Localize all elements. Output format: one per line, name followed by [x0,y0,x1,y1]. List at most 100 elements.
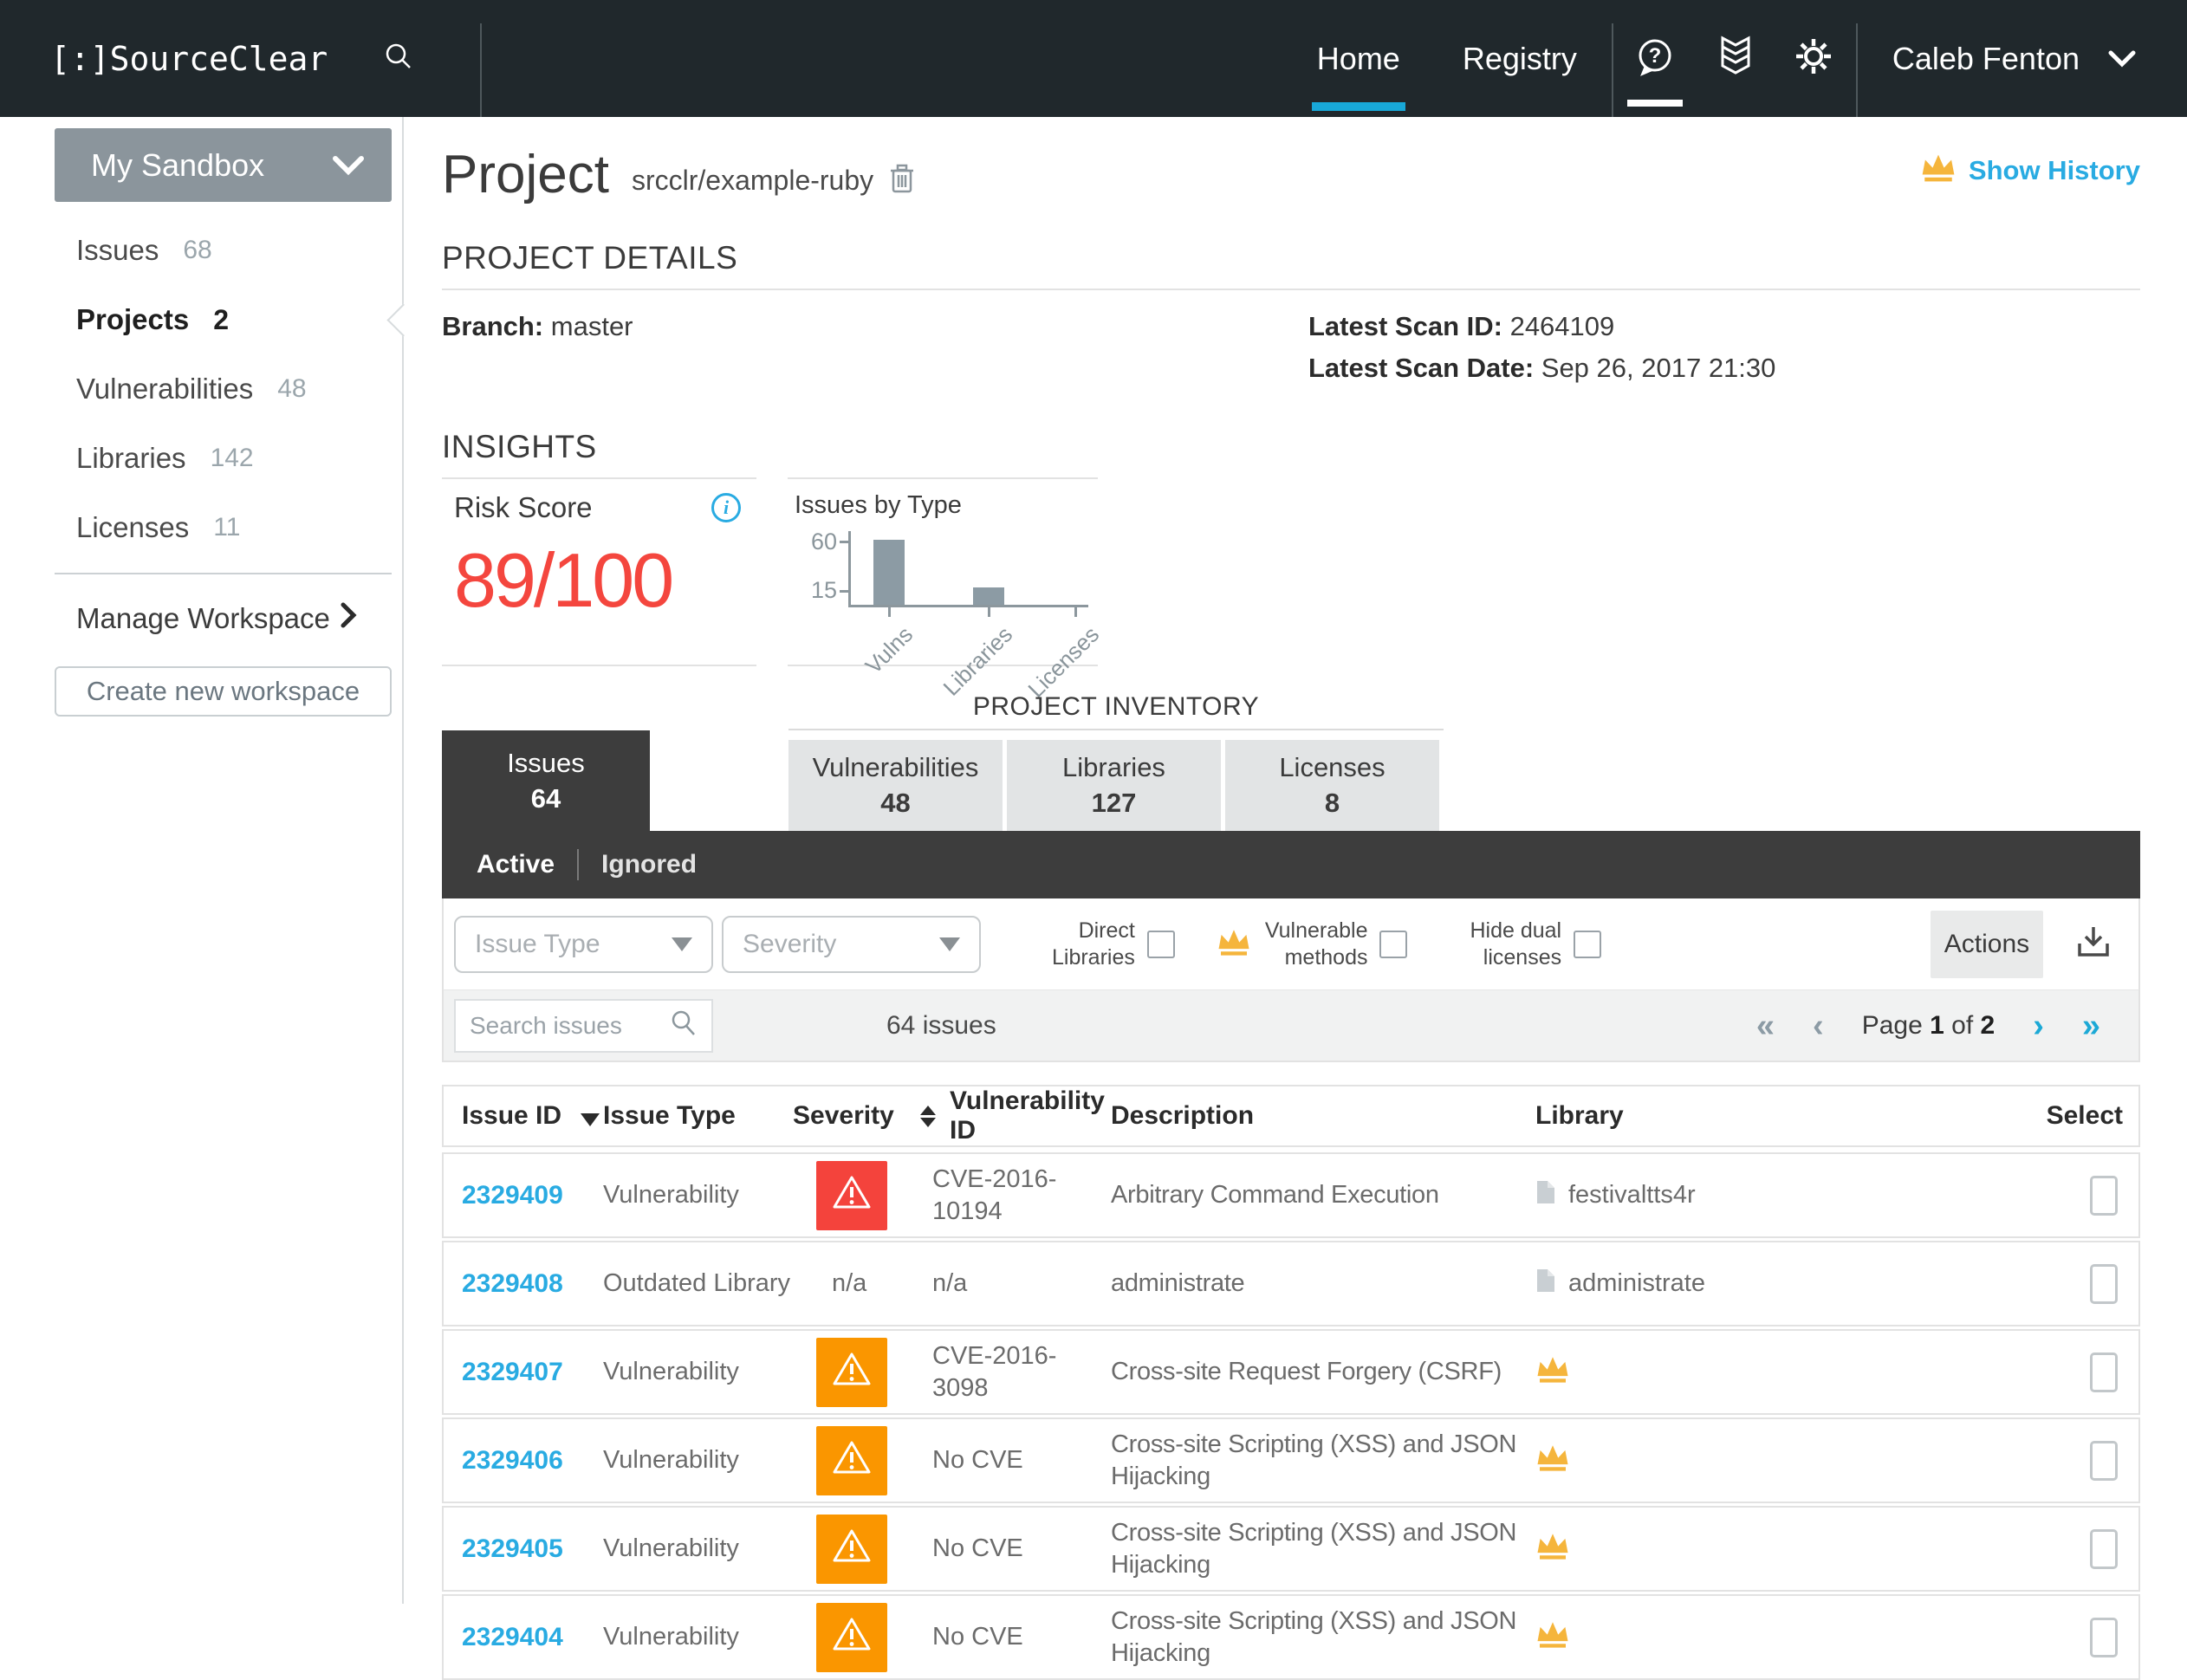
sidebar: My Sandbox Issues68 Projects2 Vulnerabil… [0,117,404,1604]
page-indicator: Page 1 of 2 [1862,1011,1996,1041]
warning-triangle-icon [832,1616,872,1659]
crown-icon [1535,1619,1570,1656]
severity-select[interactable]: Severity [722,916,981,973]
severity-badge [816,1426,887,1495]
table-row: 2329405 Vulnerability No CVE Cross-site … [442,1506,2140,1592]
nav-link-registry[interactable]: Registry [1463,0,1577,117]
manage-workspace-link[interactable]: Manage Workspace [0,588,402,649]
sidebar-item-issues[interactable]: Issues68 [0,216,402,285]
checkbox-direct-libraries[interactable] [1147,931,1175,958]
workspace-selector[interactable]: My Sandbox [55,128,392,202]
project-name: srcclr/example-ruby [632,165,873,197]
table-row: 2329404 Vulnerability No CVE Cross-site … [442,1594,2140,1680]
risk-score-value: 89/100 [454,536,746,625]
y-tick-label: 15 [797,577,837,604]
description-cell: Cross-site Scripting (XSS) and JSON Hija… [1111,1429,1535,1493]
x-tick-label: Vulns [860,621,918,679]
gear-icon [1794,36,1833,81]
issue-id-link[interactable]: 2329404 [462,1623,603,1652]
row-checkbox[interactable] [2090,1441,2118,1481]
next-page-button[interactable]: › [2033,1009,2044,1042]
vulnerability-id-cell: No CVE [920,1444,1111,1476]
branch-field: Branch: master [442,311,1308,384]
sidebar-item-licenses[interactable]: Licenses11 [0,493,402,562]
page-title: Project [442,148,609,202]
issue-id-link[interactable]: 2329406 [462,1446,603,1476]
issue-type-select[interactable]: Issue Type [454,916,713,973]
issue-id-link[interactable]: 2329409 [462,1181,603,1210]
column-header-description: Description [1111,1101,1535,1131]
issues-by-type-card: Issues by Type 1560VulnsLibrariesLicense… [788,477,1098,666]
risk-score-card: Risk Score i 89/100 [442,477,756,666]
sidebar-item-projects[interactable]: Projects2 [0,285,402,354]
column-header-library: Library [1535,1101,2038,1131]
tab-issues[interactable]: Issues 64 [442,730,650,831]
actions-button[interactable]: Actions [1931,911,2043,978]
sort-desc-icon [581,1113,600,1126]
help-button[interactable]: ? [1632,0,1678,117]
settings-button[interactable] [1794,0,1833,117]
user-menu[interactable]: Caleb Fenton [1892,41,2137,77]
y-tick [840,590,850,593]
row-checkbox[interactable] [2090,1352,2118,1392]
sidebar-item-libraries[interactable]: Libraries142 [0,424,402,493]
sidebar-item-vulnerabilities[interactable]: Vulnerabilities48 [0,354,402,424]
latest-scan-date: Latest Scan Date: Sep 26, 2017 21:30 [1308,353,1775,384]
column-header-issue-id[interactable]: Issue ID [462,1101,603,1131]
docs-button[interactable] [1716,0,1755,117]
tab-active-issues[interactable]: Active [477,850,555,879]
nav-divider [1856,23,1858,117]
y-tick-label: 60 [797,529,837,555]
first-page-button[interactable]: « [1756,1009,1775,1042]
row-checkbox[interactable] [2090,1264,2118,1304]
issues-table-body: 2329409 Vulnerability CVE-2016-10194 Arb… [442,1152,2140,1680]
row-checkbox[interactable] [2090,1618,2118,1657]
issue-id-link[interactable]: 2329407 [462,1358,603,1387]
latest-scan-id: Latest Scan ID: 2464109 [1308,311,1775,342]
file-icon [1535,1268,1556,1301]
row-checkbox[interactable] [2090,1176,2118,1216]
section-divider [442,289,2140,290]
download-button[interactable] [2074,923,2112,965]
tab-vulnerabilities[interactable]: Vulnerabilities 48 [788,740,1003,831]
search-issues-field[interactable] [454,999,713,1053]
library-name: festivaltts4r [1568,1181,1696,1210]
issue-id-link[interactable]: 2329405 [462,1534,603,1564]
search-icon [383,41,414,76]
magnifier-icon [669,1009,698,1042]
x-tick [1074,607,1077,617]
pagination: « ‹ Page 1 of 2 › » [1756,1009,2100,1042]
x-tick [888,607,891,617]
delete-project-button[interactable] [889,163,915,198]
nav-divider [480,23,482,117]
crown-icon [1535,1354,1570,1391]
search-input[interactable] [470,1012,669,1040]
prev-page-button[interactable]: ‹ [1813,1009,1824,1042]
row-checkbox[interactable] [2090,1529,2118,1569]
show-history-button[interactable]: Show History [1908,152,2140,190]
last-page-button[interactable]: » [2082,1009,2100,1042]
issue-type-cell: Vulnerability [603,1358,793,1386]
description-cell: Cross-site Scripting (XSS) and JSON Hija… [1111,1517,1535,1581]
column-header-severity[interactable]: Severity [793,1101,920,1131]
checkbox-hide-dual-licenses[interactable] [1574,931,1601,958]
vulnerability-id-cell: No CVE [920,1533,1111,1565]
column-header-vulnerability-id[interactable]: Vulnerability ID [920,1086,1111,1145]
create-workspace-button[interactable]: Create new workspace [55,666,392,717]
tab-libraries[interactable]: Libraries 127 [1007,740,1221,831]
chevron-down-icon [331,147,366,184]
library-cell [1535,1354,2038,1391]
column-header-select: Select [2038,1101,2138,1131]
issue-id-link[interactable]: 2329408 [462,1269,603,1299]
x-tick [988,607,990,617]
nav-search-button[interactable] [383,41,414,76]
info-icon[interactable]: i [711,493,741,522]
tab-ignored-issues[interactable]: Ignored [601,850,697,879]
tab-licenses[interactable]: Licenses 8 [1225,740,1439,831]
nav-divider [1612,23,1613,117]
vulnerability-id-cell: CVE-2016-3098 [920,1340,1111,1404]
nav-link-home[interactable]: Home [1317,0,1400,117]
checkbox-vulnerable-methods[interactable] [1379,931,1407,958]
description-cell: administrate [1111,1268,1535,1300]
chart-bar-libraries [973,587,1004,605]
